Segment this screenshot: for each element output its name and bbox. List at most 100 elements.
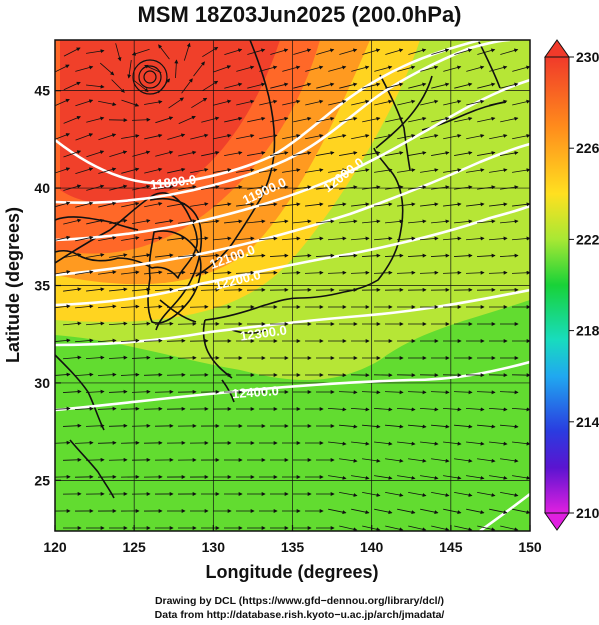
streamline-arrow — [327, 270, 347, 275]
streamline-arrow — [408, 151, 427, 156]
streamline-arrow — [420, 168, 439, 173]
streamline-arrow — [362, 424, 381, 429]
streamline-arrow — [132, 253, 151, 258]
streamline-arrow — [443, 202, 462, 207]
streamline-arrow — [75, 235, 94, 242]
streamline-arrow — [350, 407, 370, 412]
streamline-arrow — [443, 99, 462, 106]
streamline-arrow — [259, 65, 278, 72]
streamline-arrow — [143, 304, 163, 309]
streamline-arrow — [477, 48, 496, 55]
streamline-arrow — [477, 219, 496, 224]
streamline-arrow — [328, 441, 347, 446]
streamline-arrow — [293, 151, 312, 156]
streamline-arrow — [109, 184, 128, 191]
streamline-arrow — [143, 406, 163, 411]
streamline-arrow — [489, 475, 508, 480]
streamline-arrow — [453, 253, 473, 258]
streamline-arrow — [305, 168, 324, 173]
streamline-arrow — [339, 525, 358, 531]
streamline-arrow — [512, 441, 530, 446]
streamline-arrow — [316, 151, 335, 156]
streamline-arrow — [121, 167, 140, 174]
streamline-arrow — [62, 457, 82, 462]
streamline-arrow — [74, 440, 94, 445]
x-axis-ticks: 120 125 130 135 140 145 150 — [43, 525, 542, 555]
streamline-arrow — [200, 287, 220, 292]
streamline-arrow — [120, 338, 140, 343]
streamline-arrow — [86, 218, 105, 225]
streamline-arrow — [454, 219, 473, 224]
streamline-arrow — [98, 270, 117, 275]
streamline-arrow — [183, 42, 191, 61]
x-tick-label: 120 — [43, 539, 67, 555]
streamline-arrow — [132, 219, 151, 225]
streamline-arrow — [293, 82, 312, 89]
streamline-arrow — [213, 99, 232, 106]
streamline-arrow — [362, 48, 381, 55]
streamline-arrow — [236, 99, 255, 106]
streamline-arrow — [97, 338, 117, 343]
streamline-arrow — [316, 116, 335, 123]
streamline-arrow — [75, 201, 94, 208]
streamline-arrow — [154, 287, 174, 292]
streamline-arrow — [361, 390, 381, 395]
streamline-arrow — [86, 184, 105, 191]
streamline-arrow — [407, 390, 427, 395]
x-tick-label: 150 — [518, 539, 542, 555]
streamline-arrow — [143, 372, 163, 377]
streamline-arrow — [316, 82, 335, 89]
streamline-arrow — [316, 219, 335, 224]
streamline-arrow — [500, 82, 519, 89]
streamline-arrow — [396, 407, 416, 412]
streamline-arrow — [351, 133, 370, 140]
streamline-arrow — [328, 202, 347, 207]
streamline-arrow — [500, 48, 519, 55]
streamline-arrow — [63, 150, 82, 158]
streamline-arrow — [351, 99, 370, 106]
streamline-arrow — [477, 525, 496, 531]
streamline-arrow — [454, 492, 473, 497]
streamline-arrow — [109, 218, 128, 225]
streamline-arrow — [362, 185, 381, 190]
y-tick-label: 25 — [34, 472, 50, 488]
streamline-arrow — [235, 270, 255, 275]
streamline-arrow — [385, 424, 404, 429]
streamline-arrow — [419, 270, 439, 275]
streamline-arrow — [442, 407, 462, 412]
streamline-arrow — [407, 253, 427, 258]
streamline-arrow — [63, 287, 82, 292]
streamline-arrow — [247, 116, 266, 123]
streamline-arrow — [466, 475, 485, 480]
streamline-arrow — [75, 270, 94, 275]
streamline-arrow — [178, 253, 197, 258]
streamline-arrow — [75, 99, 94, 107]
streamline-arrow — [339, 219, 358, 224]
streamline-arrow — [224, 48, 243, 55]
x-tick-label: 125 — [122, 539, 146, 555]
streamline-arrow — [396, 270, 416, 275]
streamline-arrow — [304, 236, 324, 241]
streamline-arrow — [500, 219, 519, 224]
streamline-arrow — [155, 184, 174, 191]
streamline-arrow — [328, 168, 347, 173]
streamline-arrow — [191, 97, 208, 109]
streamline-arrow — [431, 492, 450, 497]
low-center-ring — [132, 59, 168, 95]
streamline-arrow — [420, 133, 439, 140]
streamline-arrow — [338, 390, 358, 395]
streamline-arrow — [144, 201, 163, 208]
streamline-arrow — [155, 150, 174, 157]
streamline-arrow — [466, 202, 485, 207]
streamline-arrow — [86, 49, 105, 54]
streamline-arrow — [144, 64, 162, 74]
colorbar-bottom-cap — [544, 512, 570, 531]
contour-label: 12400.0 — [231, 383, 279, 401]
streamline-arrow — [97, 304, 117, 309]
streamline-arrow — [200, 253, 220, 258]
streamline-arrow — [511, 407, 530, 412]
streamline-arrow — [131, 389, 151, 394]
streamline-arrow — [247, 48, 266, 55]
streamline-arrow — [201, 219, 220, 224]
streamline-arrow — [351, 202, 370, 207]
